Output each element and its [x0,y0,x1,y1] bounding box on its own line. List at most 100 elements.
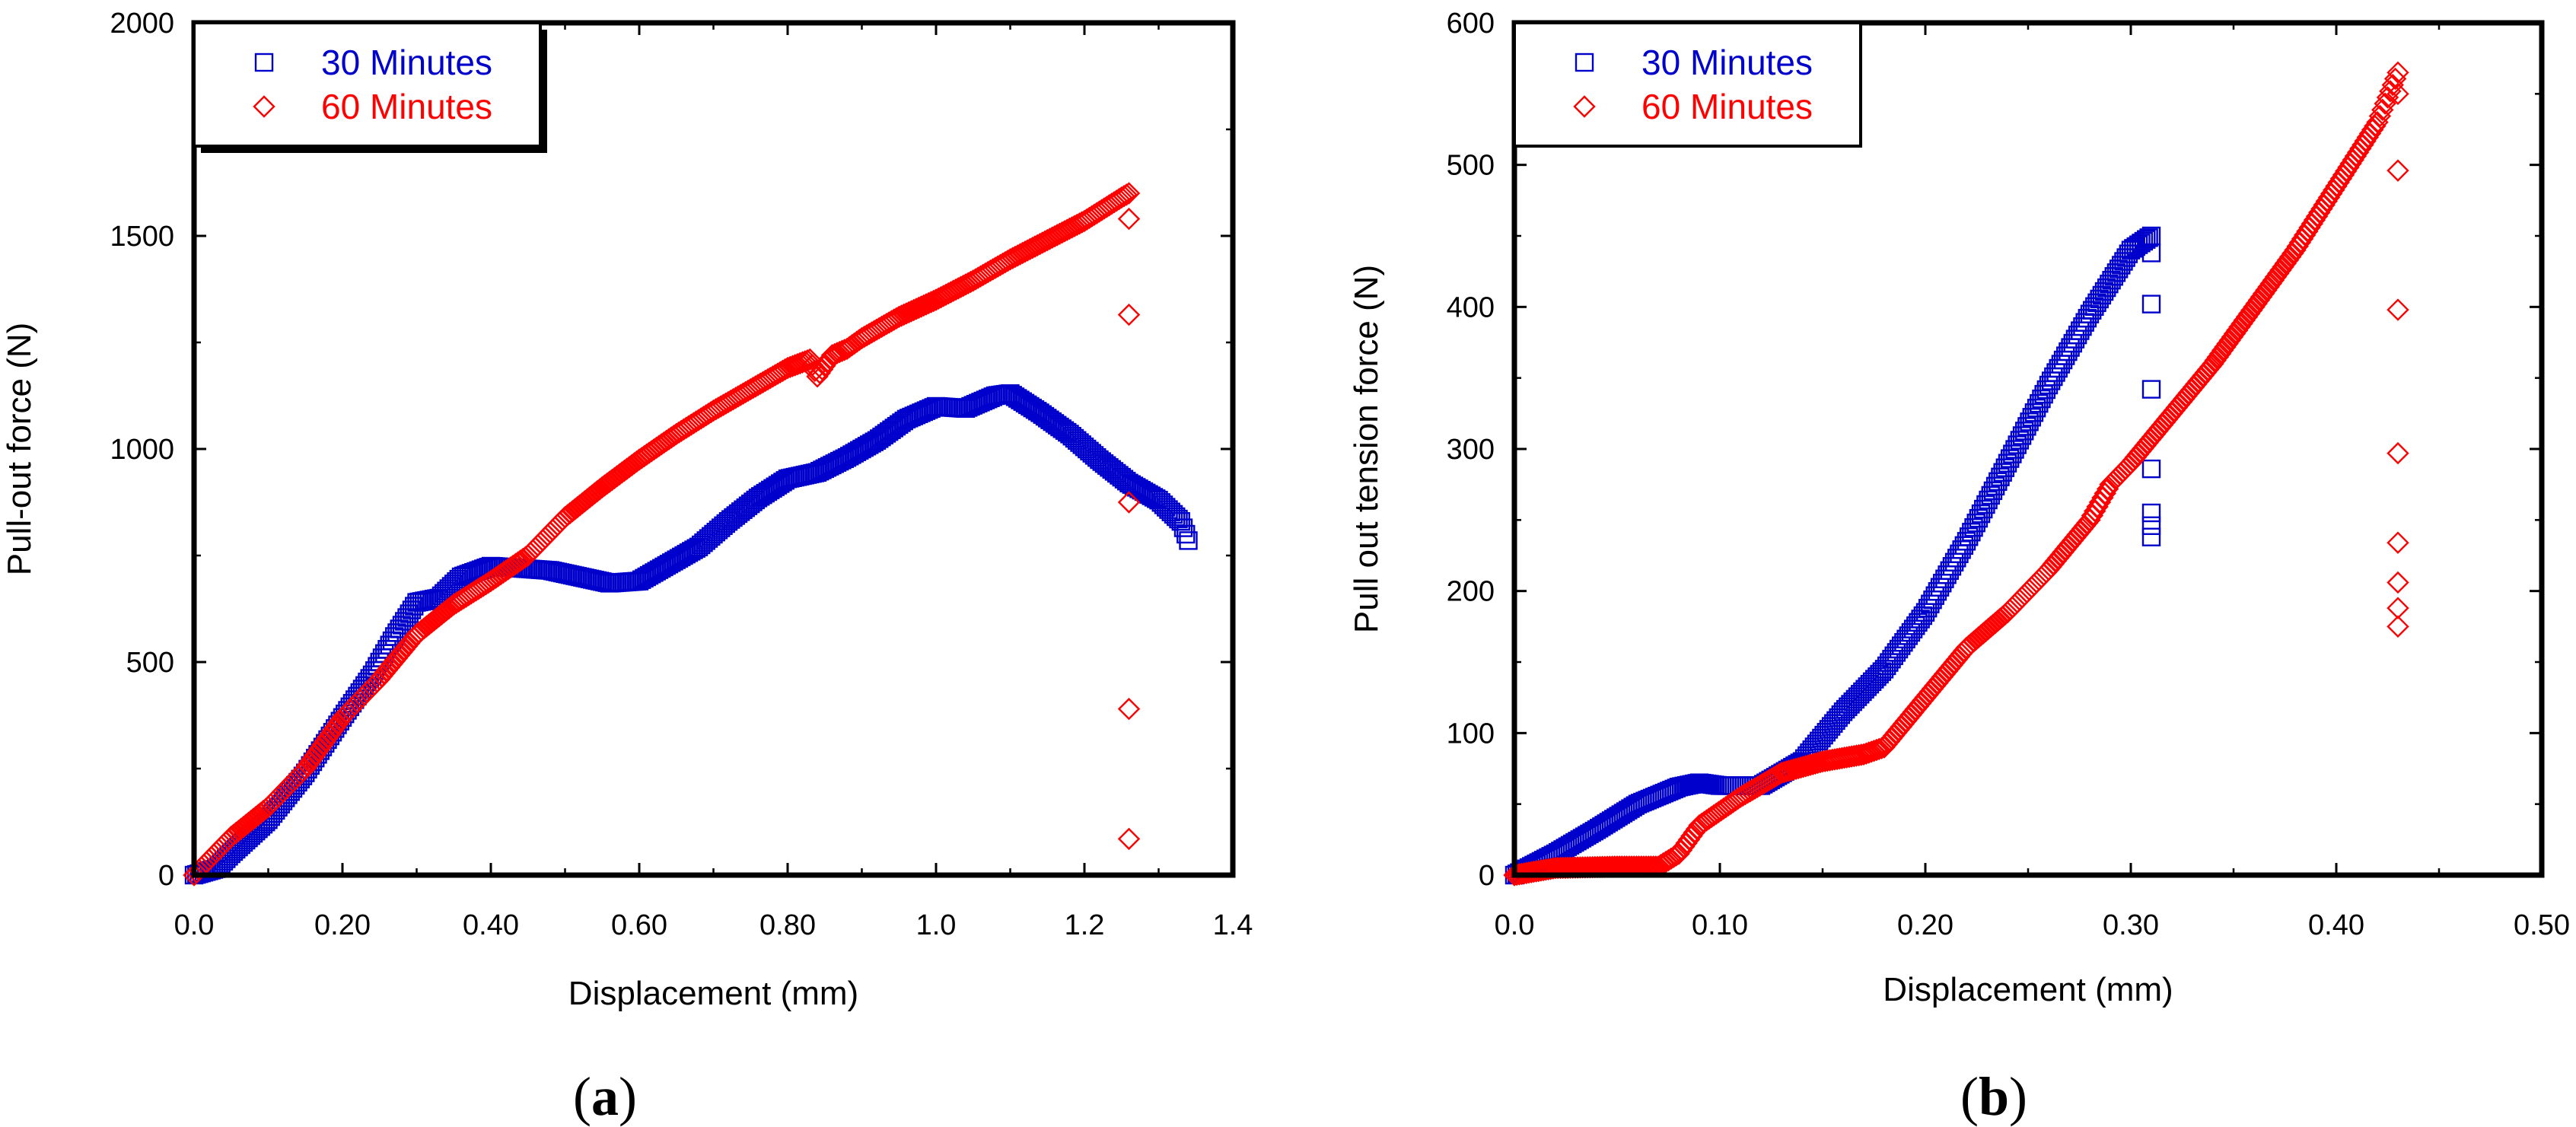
data-point [441,577,461,596]
data-point [1894,632,1913,652]
x-axis-label: Displacement (mm) [1883,971,2173,1008]
data-point [1052,419,1071,438]
data-point-outlier [1117,697,1141,721]
y-tick-label: 500 [1447,150,1495,182]
legend: 30 Minutes 60 Minutes [1513,21,1862,148]
data-point [905,298,928,320]
data-point-outlier [2387,441,2409,465]
legend-box [193,21,542,148]
x-tick-label: 0.20 [314,909,371,941]
data-point-outlier [2387,159,2409,182]
data-point [1877,656,1896,676]
data-point [1149,491,1168,510]
legend-marker [1573,95,1596,118]
data-point [895,302,918,325]
data-point-outlier [2141,459,2161,479]
data-point [820,344,844,367]
y-tick-label: 2000 [110,8,174,40]
series-60-minutes [183,182,1141,887]
caption-close: ) [619,1066,637,1127]
x-tick-label: 0.20 [1897,909,1953,941]
caption-open: ( [1960,1066,1979,1127]
x-tick-label: 0.0 [1495,909,1535,941]
data-point [271,794,290,813]
data-point [1157,498,1176,517]
caption-letter: a [591,1066,619,1127]
data-point [2137,230,2156,249]
data-point [1889,639,1909,659]
data-point [909,295,933,318]
data-point-outlier [2141,294,2161,314]
data-point [1909,613,1928,632]
data-point [912,294,935,317]
data-point [1882,649,1901,669]
chart-panel-b: 0.0 0.10 0.20 0.30 0.40 0.50 0 100 200 300 400 500 6… [1348,8,2570,1127]
data-point-outlier [1117,207,1141,231]
y-axis-label: Pull-out force (N) [1,323,38,576]
data-point [1151,493,1170,512]
data-point [786,352,809,376]
data-point [897,301,920,324]
data-point [439,579,458,598]
y-tick-label: 0 [1479,860,1495,892]
plot-frame [191,20,1236,878]
data-point [1799,753,1822,776]
data-point [1903,619,1923,638]
chart-panel-a: 0.0 0.20 0.40 0.60 0.80 1.0 1.2 1.4 0 500 1000 1500… [1,8,1253,1127]
legend-label: 30 Minutes [1641,43,1813,82]
x-tick-label: 0.40 [2308,909,2364,941]
data-point [2387,61,2409,84]
data-point-outlier [2387,531,2409,554]
data-point [1899,626,1918,645]
data-point [1874,660,1894,679]
data-point [1892,636,1911,655]
data-point [2139,228,2158,247]
data-point [798,348,821,371]
data-point-outlier [2387,597,2409,619]
data-point [900,300,923,323]
data-point [826,342,849,365]
series-30-minutes [184,384,1198,885]
data-point-outlier [2141,380,2161,399]
series-60-minutes [1503,61,2409,887]
data-point [1906,616,1925,635]
series-30-minutes [1505,226,2161,885]
y-tick-label: 400 [1447,291,1495,323]
data-point-outlier [2387,298,2409,321]
panel-caption: (b) [1960,1066,2027,1127]
data-point [1887,643,1906,662]
data-point [345,690,365,709]
y-tick-label: 200 [1447,576,1495,608]
data-point [1179,531,1198,550]
data-point [1884,646,1903,665]
y-tick-label: 600 [1447,8,1495,40]
data-point [1137,483,1156,503]
x-tick-label: 1.0 [916,909,957,941]
y-tick-label: 1500 [110,221,174,253]
legend-box [1513,21,1862,148]
legend: 30 Minutes 60 Minutes [193,21,547,153]
plot-frame [1511,20,2545,878]
data-point [1167,507,1186,527]
data-point [915,293,938,316]
data-point-outlier [2387,82,2409,106]
data-point-outlier [2141,516,2161,535]
data-point [1161,502,1180,521]
data-point [1664,779,1683,799]
data-point [1159,500,1178,519]
x-tick-label: 0.60 [611,909,667,941]
data-point [1842,744,1865,768]
data-point-outlier [2141,244,2161,263]
data-point [1896,629,1915,649]
x-axis-label: Displacement (mm) [568,975,858,1012]
data-point [1840,745,1863,768]
y-axis-label: Pull out tension force (N) [1348,265,1385,633]
data-point [1154,495,1173,514]
data-point [1911,610,1930,629]
panel-caption: (a) [573,1066,637,1127]
data-point [1880,653,1899,672]
caption-open: ( [573,1066,591,1127]
data-point-outlier [2387,571,2409,594]
data-point [1171,512,1190,531]
